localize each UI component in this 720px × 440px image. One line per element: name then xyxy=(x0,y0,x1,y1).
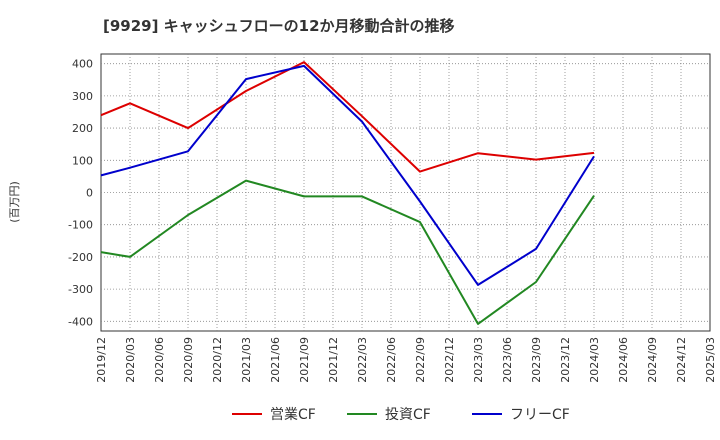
x-tick-label: 2022/06 xyxy=(385,337,398,383)
grid-lines xyxy=(101,54,710,331)
x-tick-label: 2020/09 xyxy=(182,337,195,383)
legend-label-3: フリーCF xyxy=(510,407,570,423)
x-tick-label: 2023/06 xyxy=(501,337,514,383)
x-tick-label: 2024/09 xyxy=(646,337,659,383)
x-tick-label: 2019/12 xyxy=(95,337,108,383)
legend-label-1: 営業CF xyxy=(270,407,316,423)
x-tick-label: 2022/12 xyxy=(443,337,456,383)
series-line-2 xyxy=(100,179,595,325)
series-line-3 xyxy=(100,64,595,286)
x-tick-label: 2020/06 xyxy=(153,337,166,383)
y-tick-label: 100 xyxy=(72,154,93,167)
x-tick-label: 2023/12 xyxy=(559,337,572,383)
x-tick-label: 2020/12 xyxy=(211,337,224,383)
plot-area xyxy=(100,53,711,332)
x-tick-label: 2025/03 xyxy=(704,337,717,383)
y-tick-label: 0 xyxy=(86,187,93,200)
x-tick-label: 2023/09 xyxy=(530,337,543,383)
x-tick-label: 2021/06 xyxy=(269,337,282,383)
y-tick-label: 400 xyxy=(72,58,93,71)
y-tick-label: -300 xyxy=(68,283,93,296)
x-tick-label: 2023/03 xyxy=(472,337,485,383)
x-tick-label: 2024/06 xyxy=(617,337,630,383)
y-tick-label: 200 xyxy=(72,122,93,135)
x-tick-label: 2021/12 xyxy=(327,337,340,383)
x-tick-label: 2022/09 xyxy=(414,337,427,383)
x-tick-label: 2022/03 xyxy=(356,337,369,383)
y-tick-label: 300 xyxy=(72,90,93,103)
legend-label-2: 投資CF xyxy=(385,407,431,423)
series-lines xyxy=(100,61,595,325)
x-tick-label: 2024/12 xyxy=(675,337,688,383)
legend: 営業CF 投資CF フリーCF xyxy=(232,407,570,423)
series-line-1 xyxy=(100,61,595,173)
y-tick-label: -100 xyxy=(68,219,93,232)
x-tick-label: 2020/03 xyxy=(124,337,137,383)
y-axis-label: (百万円) xyxy=(8,181,21,223)
y-tick-label: -400 xyxy=(68,315,93,328)
y-tick-labels: 400 300 200 100 0 -100 -200 -300 -400 xyxy=(68,58,93,329)
x-tick-label: 2021/03 xyxy=(240,337,253,383)
x-tick-label: 2024/03 xyxy=(588,337,601,383)
y-tick-label: -200 xyxy=(68,251,93,264)
x-tick-label: 2021/09 xyxy=(298,337,311,383)
x-tick-labels: 2019/12 2020/03 2020/06 2020/09 2020/12 2021/… xyxy=(95,337,717,383)
chart-title: [9929] キャッシュフローの12か月移動合計の推移 xyxy=(103,17,455,35)
